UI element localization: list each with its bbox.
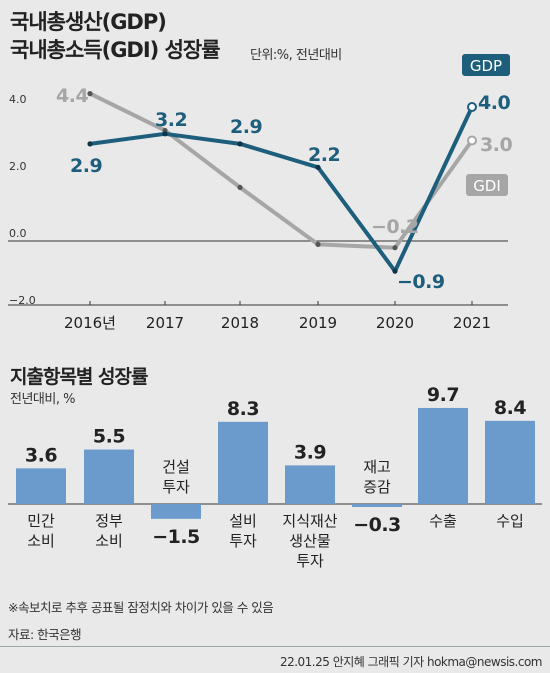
series-line-gdp	[89, 106, 474, 274]
gdp-point	[237, 141, 243, 147]
chart-title-line1: 국내총생산(GDP)	[10, 10, 167, 34]
bar-value-label: 5.5	[93, 426, 125, 448]
gdp-point	[392, 268, 398, 274]
bar	[151, 504, 201, 519]
credit-line: 22.01.25 안지혜 그래픽 기자 hokma@newsis.com	[279, 655, 543, 669]
gdi-point	[87, 91, 93, 97]
x-tick-label: 2018	[221, 314, 259, 332]
x-tick-label: 2019	[299, 314, 337, 332]
gdi-value-label: 3.0	[480, 134, 512, 156]
gdp-end-marker	[467, 102, 477, 112]
gdp-point	[315, 164, 321, 170]
bar-value-label: 3.9	[294, 441, 326, 463]
bar	[285, 465, 335, 504]
bar-category-label: 건설	[162, 458, 190, 476]
x-tick-label: 2021	[453, 314, 491, 332]
bar-category-label: 투자	[229, 532, 257, 550]
x-tick-label: 2016년	[64, 314, 116, 332]
series-line-gdi	[89, 91, 474, 250]
bar-category-label: 재고	[363, 458, 391, 476]
bar	[84, 449, 134, 504]
bar-category-label: 소비	[95, 532, 123, 550]
bar-value-label: 8.3	[227, 398, 259, 420]
legend-gdi-label: GDI	[473, 177, 501, 195]
bar-category-label: 투자	[296, 552, 324, 570]
bar-category-label: 설비	[229, 512, 257, 530]
gdi-end-marker	[467, 135, 477, 146]
gdp-value-label: 2.9	[70, 155, 102, 177]
gdi-point	[392, 245, 398, 251]
gdp-value-label: 2.9	[230, 116, 262, 138]
unit-label: 단위:%, 전년대비	[250, 48, 342, 63]
bar-value-label: 9.7	[427, 384, 459, 406]
y-tick-label: −2.0	[9, 294, 36, 307]
bar-value-label: 8.4	[494, 397, 526, 419]
bar-value-label: −1.5	[152, 526, 200, 548]
x-tick-label: 2020	[376, 314, 414, 332]
gdi-value-label: −0.2	[371, 216, 419, 238]
bar-category-label: 투자	[162, 478, 190, 496]
bar-chart: 3.6민간소비5.5정부소비건설투자−1.58.3설비투자3.9지식재산생산물투…	[8, 384, 542, 570]
footnote: ※속보치로 추후 공표될 잠정치와 차이가 있을 수 있음	[8, 600, 274, 615]
legend-gdp-swatch	[462, 54, 510, 76]
y-tick-label: 4.0	[9, 93, 27, 106]
bar-value-label: 3.6	[25, 444, 57, 466]
gdp-value-label: −0.9	[397, 271, 445, 293]
gdp-point	[87, 141, 93, 147]
bar-value-label: −0.3	[353, 514, 401, 536]
legend-gdp-label: GDP	[470, 57, 502, 75]
legend-gdi-swatch	[466, 174, 508, 196]
bar-category-label: 수입	[496, 512, 524, 530]
bar	[218, 421, 268, 504]
y-tick-label: 0.0	[9, 227, 27, 240]
line-chart: 2016년 2017 2018 2019 2020 2021 4.0 2.0 0.0 −2.0 2.…	[8, 54, 513, 332]
gdi-value-label: 4.4	[56, 85, 88, 107]
bar	[418, 407, 468, 504]
y-tick-label: 2.0	[9, 160, 27, 173]
gdp-value-label: 4.0	[478, 92, 510, 114]
bar-category-label: 정부	[95, 512, 123, 530]
bar	[485, 420, 535, 504]
bar-category-label: 지식재산	[282, 512, 337, 530]
bar-category-label: 증감	[363, 478, 391, 496]
gdi-point	[315, 241, 321, 247]
gdp-value-label: 2.2	[308, 144, 340, 166]
bar-chart-title: 지출항목별 성장률	[10, 366, 148, 388]
bar-category-label: 소비	[27, 532, 55, 550]
gdp-point	[162, 131, 168, 137]
chart-title-line2: 국내총소득(GDI) 성장률	[10, 38, 221, 62]
gdi-point	[237, 184, 243, 190]
bar-unit-label: 전년대비, %	[10, 392, 75, 407]
bar-category-label: 민간	[27, 512, 55, 530]
bar	[352, 504, 402, 507]
gdp-value-label: 3.2	[155, 109, 187, 131]
bar-category-label: 생산물	[289, 532, 330, 550]
x-tick-label: 2017	[146, 314, 184, 332]
footer-divider	[0, 646, 550, 647]
bar	[16, 468, 66, 504]
source-label: 자료: 한국은행	[8, 627, 82, 642]
bar-category-label: 수출	[429, 512, 457, 530]
